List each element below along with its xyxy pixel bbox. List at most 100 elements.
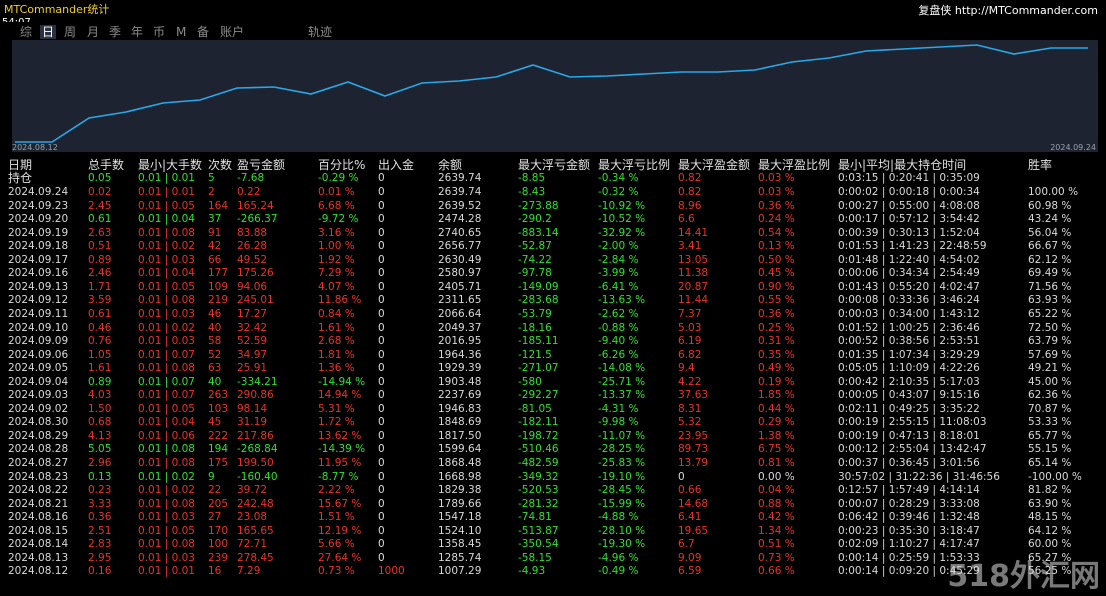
tab[interactable]: 备 <box>195 25 211 39</box>
date-cell: 2024.08.21 <box>8 498 68 511</box>
holding-cell: -8.85 <box>518 172 545 185</box>
cell: 5.66 % <box>318 538 355 551</box>
tab[interactable]: 轨迹 <box>306 25 334 39</box>
cell: 0.01 | 0.02 <box>138 240 195 253</box>
date-cell: 2024.09.11 <box>8 308 68 321</box>
cell: 175.26 <box>237 267 274 280</box>
cell: -3.99 % <box>598 267 638 280</box>
cell: 56.04 % <box>1028 227 1071 240</box>
cell: 14.68 <box>678 498 708 511</box>
cell: 32.42 <box>237 322 267 335</box>
cell: -13.63 % <box>598 294 645 307</box>
cell: 0.36 % <box>758 200 795 213</box>
cell: 1.05 <box>88 349 111 362</box>
cell: 52.59 <box>237 335 267 348</box>
cell: 0.61 <box>88 308 111 321</box>
cell: 0.61 <box>88 213 111 226</box>
cell: 100 <box>208 538 228 551</box>
cell: 26.28 <box>237 240 267 253</box>
cell: 49.21 % <box>1028 362 1071 375</box>
cell: -0.49 % <box>598 565 638 578</box>
cell: 0:01:52 | 1:00:25 | 2:36:46 <box>838 322 980 335</box>
cell: 49.52 <box>237 254 267 267</box>
cell: 2237.69 <box>438 389 481 402</box>
cell: 0:00:08 | 0:33:36 | 3:46:24 <box>838 294 980 307</box>
tab[interactable]: 日 <box>40 25 56 39</box>
cell: 0.01 | 0.05 <box>138 200 195 213</box>
cell: -58.15 <box>518 552 552 565</box>
cell: -198.72 <box>518 430 559 443</box>
tab[interactable]: 季 <box>107 25 123 39</box>
cell: 0.01 | 0.04 <box>138 416 195 429</box>
cell: -2.00 % <box>598 240 638 253</box>
cell: 0.01 | 0.02 <box>138 471 195 484</box>
cell: 8.31 <box>678 403 701 416</box>
cell: -4.96 % <box>598 552 638 565</box>
cell: -513.87 <box>518 525 559 538</box>
cell: 0.22 <box>237 186 260 199</box>
column-header: 最大浮亏比例 <box>598 158 670 172</box>
cell: 23.95 <box>678 430 708 443</box>
cell: 0.01 | 0.08 <box>138 294 195 307</box>
tab[interactable]: 月 <box>85 25 101 39</box>
tab[interactable]: 账户 <box>218 25 246 39</box>
cell: 2066.64 <box>438 308 481 321</box>
cell: -334.21 <box>237 376 278 389</box>
cell: 222 <box>208 430 228 443</box>
cell: 1929.39 <box>438 362 481 375</box>
cell: 57.69 % <box>1028 349 1071 362</box>
cell: 0 <box>378 471 385 484</box>
cell: 263 <box>208 389 228 402</box>
cell: -273.88 <box>518 200 559 213</box>
holding-cell: 0 <box>378 172 385 185</box>
cell: 0.01 | 0.08 <box>138 443 195 456</box>
date-cell: 2024.09.18 <box>8 240 68 253</box>
cell: 0 <box>378 403 385 416</box>
cell: 219 <box>208 294 228 307</box>
cell: 0:00:17 | 0:57:12 | 3:54:42 <box>838 213 980 226</box>
cell: 11.95 % <box>318 457 361 470</box>
cell: 0.03 % <box>758 186 795 199</box>
cell: 2.83 <box>88 538 111 551</box>
tab[interactable]: 周 <box>62 25 78 39</box>
cell: 0 <box>378 254 385 267</box>
cell: 0.81 % <box>758 457 795 470</box>
cell: 1868.48 <box>438 457 481 470</box>
cell: 63 <box>208 362 221 375</box>
cell: 0.01 | 0.06 <box>138 430 195 443</box>
cell: 0.01 | 0.08 <box>138 498 195 511</box>
tab[interactable]: 年 <box>129 25 145 39</box>
cell: 63.90 % <box>1028 498 1071 511</box>
cell: 0.29 % <box>758 416 795 429</box>
cell: 0.25 % <box>758 322 795 335</box>
cell: 0 <box>378 349 385 362</box>
cell: 1903.48 <box>438 376 481 389</box>
tab[interactable]: 综 <box>18 25 34 39</box>
cell: 0 <box>378 240 385 253</box>
cell: 14.94 % <box>318 389 361 402</box>
cell: 165.24 <box>237 200 274 213</box>
date-cell: 2024.09.03 <box>8 389 68 402</box>
cell: 1964.36 <box>438 349 481 362</box>
date-cell: 2024.09.09 <box>8 335 68 348</box>
cell: 2580.97 <box>438 267 481 280</box>
tab[interactable]: M <box>174 25 188 39</box>
cell: 194 <box>208 443 228 456</box>
cell: 0:00:27 | 0:55:00 | 4:08:08 <box>838 200 980 213</box>
date-cell: 2024.09.05 <box>8 362 68 375</box>
cell: 48.15 % <box>1028 511 1071 524</box>
cell: 0 <box>378 538 385 551</box>
cell: 2 <box>208 186 215 199</box>
cell: 37.63 <box>678 389 708 402</box>
cell: 3.33 <box>88 498 111 511</box>
cell: 0 <box>378 457 385 470</box>
cell: 0.01 | 0.03 <box>138 335 195 348</box>
date-cell: 2024.09.19 <box>8 227 68 240</box>
cell: 0 <box>378 186 385 199</box>
cell: 0.55 % <box>758 294 795 307</box>
site-link[interactable]: 复盘侠 http://MTCommander.com <box>918 4 1098 17</box>
cell: 6.82 <box>678 349 701 362</box>
cell: 0 <box>378 362 385 375</box>
tab[interactable]: 币 <box>151 25 167 39</box>
